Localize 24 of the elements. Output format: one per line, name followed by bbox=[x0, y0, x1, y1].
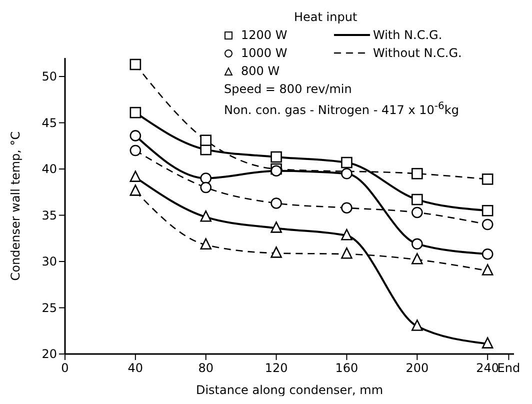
x-tick-label: End bbox=[497, 361, 520, 375]
legend-title: Heat input bbox=[294, 10, 358, 24]
text: 1200 W bbox=[241, 27, 288, 44]
y-axis-title: Condenser wall temp, °C bbox=[8, 131, 22, 281]
y-tick-label: 45 bbox=[42, 116, 57, 130]
annotation: 800 W bbox=[241, 63, 280, 80]
x-tick-label: 120 bbox=[264, 361, 288, 375]
annotation: Without N.C.G. bbox=[373, 45, 462, 62]
annotation: Non. con. gas - Nitrogen - 417 x 10$^{-6}$kg bbox=[224, 101, 459, 117]
text: With N.C.G. bbox=[373, 27, 442, 44]
annotation: 1000 W bbox=[241, 45, 288, 62]
x-tick-label: 80 bbox=[198, 361, 214, 375]
y-tick-label: 20 bbox=[42, 347, 57, 361]
x-tick-label: 160 bbox=[335, 361, 358, 375]
x-tick-label: 200 bbox=[406, 361, 429, 375]
annotation: Speed = 800 rev/min bbox=[224, 82, 352, 96]
y-tick-label: 35 bbox=[42, 208, 57, 222]
x-tick-label: 0 bbox=[61, 361, 69, 375]
x-tick-label: 40 bbox=[128, 361, 144, 375]
y-tick-label: 40 bbox=[42, 162, 57, 176]
y-tick-label: 50 bbox=[42, 70, 57, 84]
y-tick-label: 30 bbox=[42, 254, 57, 268]
y-tick-label: 25 bbox=[42, 300, 57, 315]
x-tick-label: 240 bbox=[476, 361, 500, 375]
